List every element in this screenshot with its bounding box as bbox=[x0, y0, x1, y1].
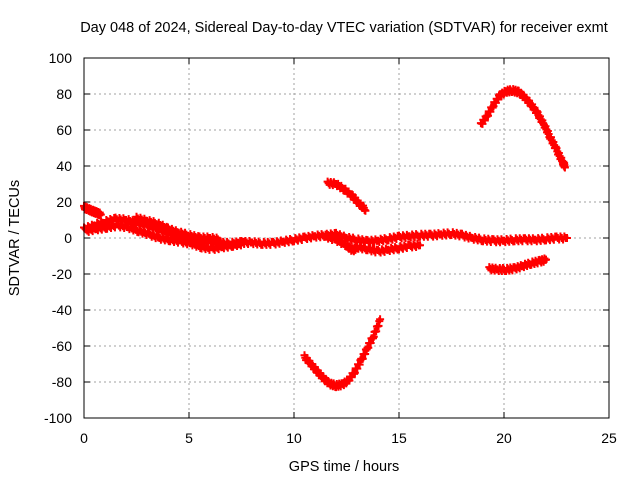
y-tick-label: 60 bbox=[56, 122, 72, 138]
y-tick-label: -80 bbox=[52, 374, 72, 390]
y-axis-ticks: -100 -80 -60 -40 -20 0 20 40 60 80 100 bbox=[44, 50, 609, 426]
series-mid-dip bbox=[321, 230, 424, 257]
series-small-rise bbox=[485, 254, 550, 275]
y-tick-label: 20 bbox=[56, 194, 72, 210]
x-tick-label: 20 bbox=[496, 430, 512, 446]
y-tick-label: -100 bbox=[44, 410, 72, 426]
series-arc-high bbox=[476, 85, 569, 172]
series-arc-low bbox=[300, 315, 385, 392]
data-point bbox=[563, 234, 571, 242]
data-point bbox=[216, 237, 225, 246]
data-point bbox=[542, 255, 550, 264]
y-tick-label: -20 bbox=[52, 266, 72, 282]
x-tick-label: 0 bbox=[80, 430, 88, 446]
y-tick-label: 80 bbox=[56, 86, 72, 102]
x-axis-ticks: 0 5 10 15 20 25 bbox=[80, 58, 617, 446]
data-point bbox=[560, 163, 569, 172]
data-point bbox=[239, 237, 248, 246]
data-point bbox=[361, 206, 370, 215]
data-point bbox=[96, 210, 105, 219]
x-tick-label: 5 bbox=[185, 430, 193, 446]
y-axis-label: SDTVAR / TECUs bbox=[7, 180, 23, 296]
y-tick-label: -40 bbox=[52, 302, 72, 318]
chart-title: Day 048 of 2024, Sidereal Day-to-day VTE… bbox=[80, 20, 608, 36]
x-tick-label: 15 bbox=[391, 430, 407, 446]
y-tick-label: 0 bbox=[64, 230, 72, 246]
data-markers bbox=[80, 85, 571, 392]
y-tick-label: 100 bbox=[49, 50, 73, 66]
y-tick-label: 40 bbox=[56, 158, 72, 174]
x-axis-label: GPS time / hours bbox=[289, 459, 399, 475]
y-tick-label: -60 bbox=[52, 338, 72, 354]
data-point bbox=[376, 315, 385, 324]
data-point bbox=[416, 241, 424, 250]
series-upper-segment bbox=[132, 212, 225, 246]
x-tick-label: 25 bbox=[601, 430, 617, 446]
x-tick-label: 10 bbox=[286, 430, 302, 446]
series-short-segment bbox=[323, 177, 370, 215]
